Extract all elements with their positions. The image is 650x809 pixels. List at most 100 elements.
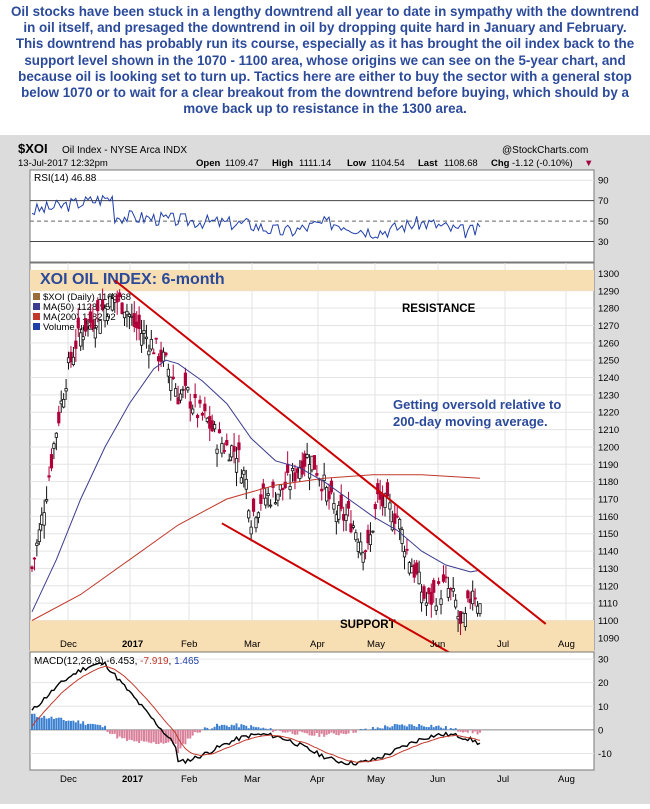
macd-hist-bar <box>328 730 330 734</box>
candle-body <box>394 514 396 524</box>
macd-hist-bar <box>335 730 337 735</box>
macd-hist-bar <box>153 730 155 742</box>
candle-body <box>372 531 374 532</box>
candle-body <box>33 558 35 559</box>
macd-hist-bar <box>430 725 432 730</box>
candle-body <box>55 433 57 437</box>
macd-hist-bar <box>255 727 257 730</box>
candle-body <box>294 473 296 481</box>
rsi-label: RSI(14) 46.88 <box>34 173 97 184</box>
candle-body <box>58 412 60 423</box>
candle-body <box>359 542 361 553</box>
candle-body <box>38 530 40 542</box>
macd-hist-bar <box>180 730 182 748</box>
macd-hist-bar <box>128 730 130 740</box>
candle-body <box>155 338 157 339</box>
rsi-tick-label: 70 <box>598 196 609 207</box>
macd-hist-bar <box>323 730 325 737</box>
candle-body <box>189 402 191 408</box>
macd-hist-bar <box>131 730 133 740</box>
macd-hist-bar <box>477 730 479 735</box>
candle-body <box>433 580 435 592</box>
macd-hist-bar <box>404 725 406 729</box>
macd-hist-bar <box>50 717 52 730</box>
price-tick-label: 1170 <box>598 495 618 506</box>
macd-hist-bar <box>406 727 408 730</box>
macd-hist-bar <box>362 729 364 730</box>
macd-hist-bar <box>228 727 230 730</box>
macd-label: MACD(12,26,9) -6.453, -7.919, 1.465 <box>34 656 200 667</box>
price-tick-label: 1270 <box>598 321 619 332</box>
macd-hist-bar <box>48 718 50 730</box>
macd-hist-bar <box>46 719 48 730</box>
macd-hist-bar <box>63 720 65 730</box>
macd-hist-bar <box>267 729 269 730</box>
candle-body <box>289 486 291 489</box>
price-tick-label: 1130 <box>598 564 618 575</box>
open-label: Open <box>196 158 220 169</box>
macd-hist-bar <box>43 716 45 730</box>
candle-body <box>172 377 174 378</box>
macd-hist-bar <box>192 730 194 736</box>
macd-month-tick-label: Jul <box>497 774 509 785</box>
macd-hist-bar <box>318 730 320 737</box>
price-tick-label: 1090 <box>598 633 619 644</box>
candle-body <box>389 503 391 509</box>
macd-hist-bar <box>87 724 89 730</box>
candle-body <box>328 492 330 499</box>
candle-body <box>106 317 108 321</box>
price-tick-label: 1110 <box>598 599 618 610</box>
macd-hist-bar <box>330 730 332 733</box>
month-tick-label: Jun <box>430 639 445 650</box>
candle-body <box>174 389 176 397</box>
rsi-tick-label: 90 <box>598 176 609 187</box>
macd-hist-bar <box>104 726 106 730</box>
macd-hist-bar <box>313 730 315 736</box>
macd-tick-label: 10 <box>598 702 609 713</box>
candle-body <box>170 377 172 390</box>
header-symbol: $XOI <box>18 141 48 156</box>
macd-hist-bar <box>184 730 186 744</box>
candle-body <box>277 494 279 500</box>
candle-body <box>347 501 349 508</box>
macd-hist-bar <box>189 730 191 739</box>
macd-month-tick-label: Feb <box>181 774 197 785</box>
macd-hist-bar <box>262 728 264 730</box>
candle-body <box>267 494 269 496</box>
candle-body <box>182 389 184 390</box>
macd-hist-bar <box>221 725 223 730</box>
candle-body <box>99 321 101 334</box>
oversold-note-line1: Getting oversold relative to <box>393 397 561 412</box>
price-tick-label: 1190 <box>598 460 618 471</box>
candle-body <box>194 394 196 397</box>
macd-hist-bar <box>260 728 262 729</box>
macd-hist-bar <box>41 718 43 730</box>
price-tick-label: 1140 <box>598 547 618 558</box>
candle-body <box>396 516 398 517</box>
macd-hist-bar <box>143 730 145 742</box>
candle-body <box>265 498 267 505</box>
macd-hist-bar <box>199 730 201 733</box>
candle-body <box>153 353 155 354</box>
macd-hist-bar <box>126 730 128 741</box>
price-tick-label: 1300 <box>598 269 619 280</box>
macd-hist-bar <box>223 725 225 730</box>
price-tick-label: 1230 <box>598 390 619 401</box>
macd-month-tick-label: Dec <box>60 774 77 785</box>
candle-body <box>94 328 96 338</box>
candle-body <box>321 489 323 491</box>
last-value: 1108.68 <box>444 158 478 169</box>
candle-body <box>282 488 284 489</box>
candle-body <box>260 495 262 504</box>
macd-hist-bar <box>216 724 218 730</box>
candle-body <box>45 500 47 502</box>
candle-body <box>199 400 201 403</box>
candle-body <box>187 388 189 390</box>
macd-hist-bar <box>467 730 469 733</box>
low-value: 1104.54 <box>371 158 405 169</box>
candle-body <box>291 468 293 470</box>
macd-tick-label: 20 <box>598 678 609 689</box>
